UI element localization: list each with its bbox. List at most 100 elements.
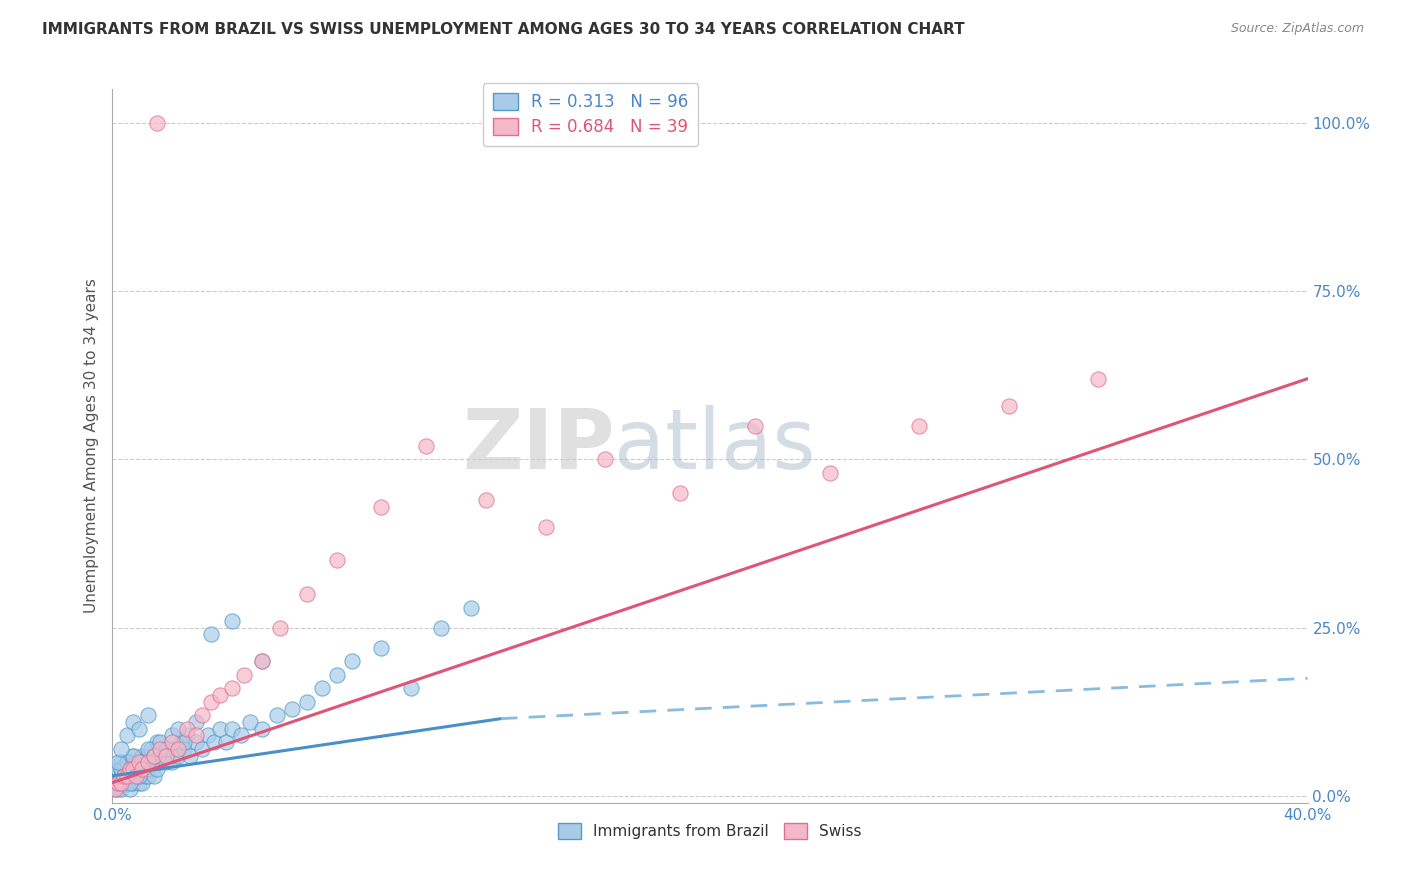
Point	[128, 775, 150, 789]
Point	[669, 486, 692, 500]
Point	[162, 756, 183, 770]
Point	[1087, 372, 1109, 386]
Point	[430, 621, 453, 635]
Point	[131, 762, 153, 776]
Point	[200, 627, 222, 641]
Point	[128, 762, 150, 776]
Point	[128, 756, 150, 770]
Point	[110, 775, 132, 789]
Point	[110, 742, 132, 756]
Y-axis label: Unemployment Among Ages 30 to 34 years: Unemployment Among Ages 30 to 34 years	[83, 278, 98, 614]
Point	[114, 769, 135, 783]
Legend: Immigrants from Brazil, Swiss: Immigrants from Brazil, Swiss	[553, 817, 868, 845]
Point	[209, 722, 232, 736]
Point	[167, 742, 190, 756]
Point	[295, 695, 318, 709]
Point	[134, 769, 156, 783]
Point	[155, 756, 177, 770]
Point	[120, 782, 142, 797]
Point	[120, 775, 142, 789]
Point	[110, 775, 132, 789]
Point	[104, 775, 127, 789]
Text: IMMIGRANTS FROM BRAZIL VS SWISS UNEMPLOYMENT AMONG AGES 30 TO 34 YEARS CORRELATI: IMMIGRANTS FROM BRAZIL VS SWISS UNEMPLOY…	[42, 22, 965, 37]
Point	[221, 614, 243, 628]
Point	[110, 762, 132, 776]
Point	[176, 722, 198, 736]
Point	[122, 762, 145, 776]
Point	[122, 748, 145, 763]
Point	[155, 742, 177, 756]
Point	[191, 742, 214, 756]
Point	[167, 748, 190, 763]
Point	[128, 769, 150, 783]
Point	[179, 748, 201, 763]
Point	[143, 748, 166, 763]
Point	[141, 762, 163, 776]
Point	[202, 735, 225, 749]
Point	[146, 735, 169, 749]
Point	[167, 722, 190, 736]
Point	[269, 621, 291, 635]
Point	[186, 735, 208, 749]
Point	[143, 748, 166, 763]
Point	[107, 775, 129, 789]
Point	[110, 756, 132, 770]
Point	[114, 769, 135, 783]
Point	[370, 640, 392, 655]
Point	[239, 714, 262, 729]
Text: Source: ZipAtlas.com: Source: ZipAtlas.com	[1230, 22, 1364, 36]
Point	[138, 708, 160, 723]
Point	[165, 742, 187, 756]
Point	[325, 668, 347, 682]
Point	[415, 439, 437, 453]
Point	[152, 748, 174, 763]
Point	[117, 769, 139, 783]
Point	[221, 681, 243, 696]
Point	[110, 782, 132, 797]
Point	[117, 729, 139, 743]
Point	[149, 756, 172, 770]
Point	[191, 708, 214, 723]
Point	[138, 742, 160, 756]
Point	[340, 655, 363, 669]
Point	[141, 742, 163, 756]
Point	[162, 735, 183, 749]
Point	[114, 762, 135, 776]
Point	[250, 722, 273, 736]
Point	[325, 553, 347, 567]
Point	[311, 681, 333, 696]
Point	[155, 748, 177, 763]
Point	[107, 775, 129, 789]
Point	[281, 701, 304, 715]
Point	[131, 762, 153, 776]
Point	[110, 769, 132, 783]
Point	[125, 762, 148, 776]
Point	[114, 769, 135, 783]
Point	[122, 762, 145, 776]
Point	[818, 466, 841, 480]
Point	[104, 769, 127, 783]
Point	[131, 756, 153, 770]
Point	[149, 742, 172, 756]
Point	[107, 782, 129, 797]
Point	[122, 775, 145, 789]
Point	[250, 655, 273, 669]
Point	[104, 782, 127, 797]
Point	[138, 748, 160, 763]
Point	[125, 769, 148, 783]
Point	[120, 762, 142, 776]
Point	[170, 735, 193, 749]
Point	[146, 116, 169, 130]
Point	[117, 756, 139, 770]
Point	[266, 708, 288, 723]
Point	[122, 748, 145, 763]
Point	[122, 714, 145, 729]
Point	[104, 782, 127, 797]
Point	[534, 520, 557, 534]
Point	[176, 729, 198, 743]
Point	[128, 722, 150, 736]
Point	[475, 492, 498, 507]
Point	[107, 762, 129, 776]
Point	[998, 399, 1021, 413]
Point	[107, 775, 129, 789]
